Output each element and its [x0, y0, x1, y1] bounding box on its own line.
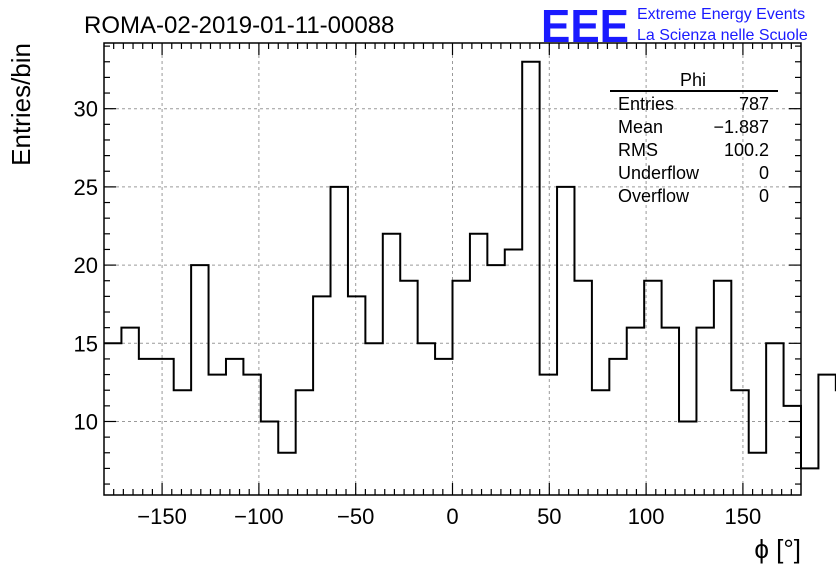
- axis-ticks: [104, 43, 801, 495]
- histogram-bin: [696, 328, 713, 495]
- y-tick-label: 15: [74, 331, 98, 356]
- histogram-bin: [435, 359, 452, 495]
- x-tick-label: −100: [234, 504, 284, 529]
- histogram-bin: [522, 62, 539, 495]
- stats-box-title: Phi: [680, 70, 706, 90]
- x-tick-label: 0: [446, 504, 458, 529]
- histogram-bin: [505, 249, 522, 495]
- histogram-bin: [383, 234, 400, 495]
- histogram-bin: [470, 234, 487, 495]
- histogram-bin: [174, 390, 191, 495]
- stats-label-mean: Mean: [618, 117, 663, 137]
- y-tick-labels: 10 15 20 25 30: [74, 97, 98, 435]
- histogram-bin: [714, 281, 731, 495]
- logo-mark: EEE: [541, 0, 629, 52]
- logo-line-2: La Scienza nelle Scuole: [637, 27, 808, 44]
- stats-box: Phi Entries 787 Mean −1.887 RMS 100.2 Un…: [610, 70, 778, 206]
- histogram-bin: [679, 421, 696, 495]
- stats-label-underflow: Underflow: [618, 163, 700, 183]
- histogram-bin: [191, 265, 208, 495]
- histogram-bin: [540, 375, 557, 495]
- histogram-bin: [749, 453, 766, 495]
- x-tick-label: −150: [137, 504, 187, 529]
- x-tick-labels: −150 −100 −50 0 50 100 150: [137, 504, 761, 529]
- histogram-bin: [331, 187, 348, 495]
- histogram-bin: [487, 265, 504, 495]
- histogram-bin: [278, 453, 295, 495]
- y-tick-label: 20: [74, 253, 98, 278]
- histogram-bin: [418, 343, 435, 495]
- histogram-bin: [627, 328, 644, 495]
- histogram-bin: [261, 421, 278, 495]
- histogram-bin: [209, 375, 226, 495]
- y-tick-label: 30: [74, 97, 98, 122]
- histogram-bin: [731, 390, 748, 495]
- histogram-bin: [400, 281, 417, 495]
- chart-title: ROMA-02-2019-01-11-00088: [84, 12, 394, 39]
- stats-value-mean: −1.887: [713, 117, 769, 137]
- histogram-bin: [766, 343, 783, 495]
- histogram-bin: [121, 328, 138, 495]
- stats-label-overflow: Overflow: [618, 186, 690, 206]
- histogram-bin: [348, 296, 365, 495]
- x-axis-label: ϕ [°]: [754, 534, 801, 564]
- histogram-bin: [104, 343, 121, 495]
- x-tick-label: 100: [628, 504, 665, 529]
- histogram-bin: [574, 281, 591, 495]
- x-tick-label: −50: [337, 504, 374, 529]
- y-tick-label: 10: [74, 409, 98, 434]
- y-tick-label: 25: [74, 175, 98, 200]
- y-axis-label: Entries/bin: [6, 43, 36, 166]
- histogram-bin: [156, 359, 173, 495]
- histogram-bin: [226, 359, 243, 495]
- x-tick-label: 50: [537, 504, 561, 529]
- eee-logo: EEE Extreme Energy Events La Scienza nel…: [541, 0, 808, 52]
- histogram-bin: [557, 187, 574, 495]
- histogram-bin: [644, 281, 661, 495]
- histogram-bin: [784, 406, 801, 495]
- stats-value-rms: 100.2: [724, 140, 769, 160]
- histogram-bin: [662, 328, 679, 495]
- stats-value-entries: 787: [739, 94, 769, 114]
- logo-line-1: Extreme Energy Events: [637, 6, 805, 23]
- histogram-bin: [453, 281, 470, 495]
- stats-value-underflow: 0: [759, 163, 769, 183]
- stats-value-overflow: 0: [759, 186, 769, 206]
- histogram-bin: [296, 390, 313, 495]
- histogram-bin: [365, 343, 382, 495]
- histogram-bin: [243, 375, 260, 495]
- histogram-bin: [313, 296, 330, 495]
- stats-label-rms: RMS: [618, 140, 658, 160]
- histogram-bin: [609, 359, 626, 495]
- histogram-bin: [139, 359, 156, 495]
- histogram-line: [104, 60, 836, 470]
- stats-label-entries: Entries: [618, 94, 674, 114]
- x-tick-label: 150: [725, 504, 762, 529]
- histogram-bin: [592, 390, 609, 495]
